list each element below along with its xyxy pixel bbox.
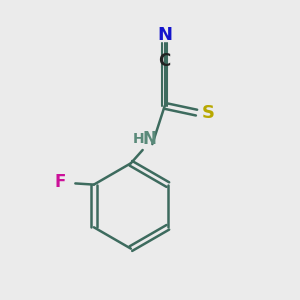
Text: N: N	[142, 130, 156, 148]
Text: H: H	[133, 132, 145, 146]
Text: C: C	[159, 52, 171, 70]
Text: N: N	[157, 26, 172, 44]
Text: F: F	[55, 173, 66, 191]
Text: S: S	[202, 104, 215, 122]
